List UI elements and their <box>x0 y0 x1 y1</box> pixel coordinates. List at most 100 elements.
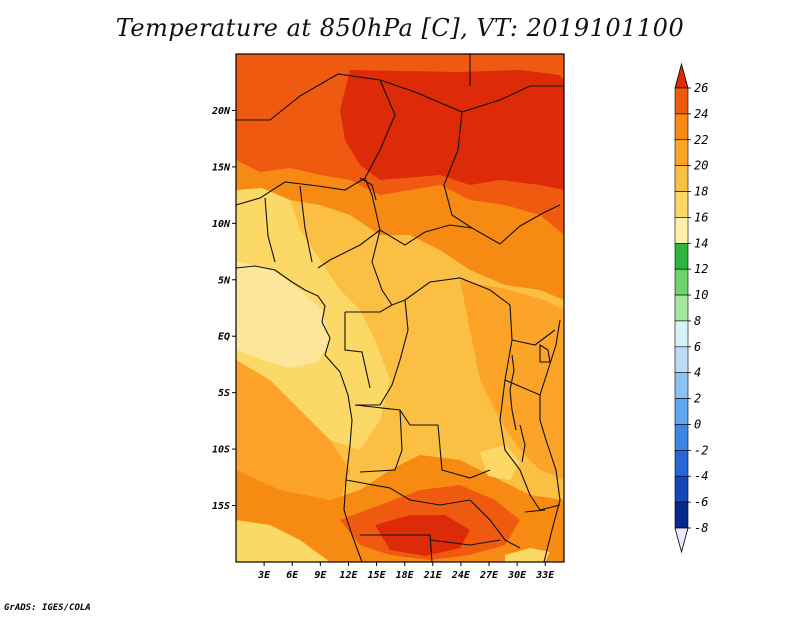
lon-tick-label: 30E <box>507 570 527 581</box>
lon-tick-label: 15E <box>368 570 387 581</box>
lon-tick-label: 6E <box>286 570 299 581</box>
border-west-1 <box>264 197 276 263</box>
colorbar-label: 22 <box>694 133 708 147</box>
border-east-2 <box>504 379 541 396</box>
field-band-mild-interior <box>236 360 350 510</box>
field-band-very-hot-north <box>340 70 564 190</box>
colorbar-label: 10 <box>694 288 708 302</box>
colorbar-segment <box>674 165 689 192</box>
lon-tick-label: 9E <box>314 570 327 581</box>
border-west-2 <box>299 185 313 263</box>
border-south-6 <box>429 539 501 546</box>
border-south-4 <box>469 499 521 549</box>
lon-tick-label: 33E <box>535 570 555 581</box>
lat-tick-label: 5S <box>218 388 230 399</box>
lon-tick-label: 18E <box>396 570 415 581</box>
border-east-lakes <box>499 304 521 471</box>
colorbar-segment <box>674 191 689 218</box>
lon-tick-label: 12E <box>339 570 358 581</box>
colorbar-label: 2 <box>694 392 701 406</box>
colorbar-segment <box>674 475 689 503</box>
colorbar-segment <box>674 346 689 374</box>
border-congo <box>355 299 409 406</box>
colorbar-segment <box>674 242 689 270</box>
lat-tick-label: EQ <box>218 332 230 343</box>
colorbar-label: 4 <box>694 366 701 380</box>
colorbar-label: -8 <box>694 521 708 535</box>
lake-east-2 <box>519 424 526 463</box>
lat-tick-label: 10S <box>212 445 230 456</box>
lon-tick-label: 21E <box>423 570 443 581</box>
map-frame <box>235 53 565 563</box>
field-band-cool-patch <box>480 445 520 480</box>
colorbar-segment <box>674 217 689 244</box>
border-sahel <box>236 177 366 206</box>
colorbar-label: 26 <box>694 81 708 95</box>
lat-tick-label: 10N <box>212 219 231 230</box>
latitude-axis: 20N 15N 10N 5N EQ 5S 10S 15S <box>211 106 236 512</box>
colorbar-segment <box>674 113 689 141</box>
coastline-east <box>539 319 561 562</box>
colorbar-segment <box>674 450 689 477</box>
colorbar-top-arrow <box>674 62 689 89</box>
lat-tick-label: 20N <box>211 106 231 117</box>
lat-tick-label: 15S <box>212 501 230 512</box>
border-east-1 <box>511 329 556 346</box>
colorbar-segment <box>674 268 689 296</box>
longitude-axis: 3E 6E 9E 12E 15E 18E 21E 24E 27E 30E 33E <box>257 562 555 581</box>
temperature-field <box>236 54 564 562</box>
border-south-2 <box>359 409 403 473</box>
border-central-4 <box>345 304 393 313</box>
country-borders <box>236 54 564 562</box>
colorbar-label: 24 <box>694 107 708 121</box>
colorbar-label: 12 <box>694 262 708 276</box>
lake-east-1 <box>509 354 517 431</box>
border-north-1 <box>236 73 396 269</box>
colorbar-bottom-arrow <box>674 527 689 554</box>
border-south-5 <box>360 534 433 562</box>
colorbar-segment <box>674 139 689 166</box>
border-north-2 <box>379 79 561 245</box>
map-title: Temperature at 850hPa [C], VT: 201910110… <box>115 14 685 42</box>
field-band-coast-south <box>505 548 550 562</box>
coastline-west <box>236 265 363 562</box>
colorbar-segment <box>674 87 689 115</box>
lon-tick-label: 24E <box>451 570 471 581</box>
colorbar-segment <box>674 294 689 322</box>
lon-tick-label: 3E <box>257 570 271 581</box>
colorbar-segment <box>674 398 689 425</box>
colorbar-label: 20 <box>694 159 708 173</box>
colorbar-label: -2 <box>694 443 708 457</box>
colorbar-segment <box>674 372 689 399</box>
colorbar-segment <box>674 501 689 529</box>
field-band-coastal-cool <box>236 520 330 562</box>
lake-east-3 <box>539 344 551 363</box>
colorbar-label: 14 <box>694 236 708 250</box>
colorbar-segment <box>674 424 689 451</box>
border-central-3 <box>404 277 511 306</box>
border-central-2 <box>371 229 406 306</box>
lat-tick-label: 5N <box>218 275 231 286</box>
field-band-pale-coast <box>236 262 330 368</box>
border-south-3 <box>345 479 471 506</box>
colorbar-label: 8 <box>694 314 701 328</box>
grads-credit: GrADS: IGES/COLA <box>4 603 91 613</box>
border-north-3 <box>461 85 564 113</box>
colorbar-segment <box>674 320 689 348</box>
lat-tick-label: 15N <box>212 162 231 173</box>
colorbar-label: -4 <box>694 469 708 483</box>
border-central-1 <box>379 224 473 246</box>
colorbar-label: -6 <box>694 495 708 509</box>
colorbar-label: 6 <box>694 340 701 354</box>
colorbar-label: 18 <box>694 185 708 199</box>
border-central-5 <box>344 312 371 389</box>
border-south-7 <box>519 469 561 511</box>
colorbar-label: 0 <box>694 417 701 431</box>
field-band-cool-east <box>400 280 480 430</box>
colorbar-label: 16 <box>694 210 708 224</box>
river-north <box>359 177 377 201</box>
lake-south <box>524 509 546 513</box>
lon-tick-label: 27E <box>479 570 499 581</box>
